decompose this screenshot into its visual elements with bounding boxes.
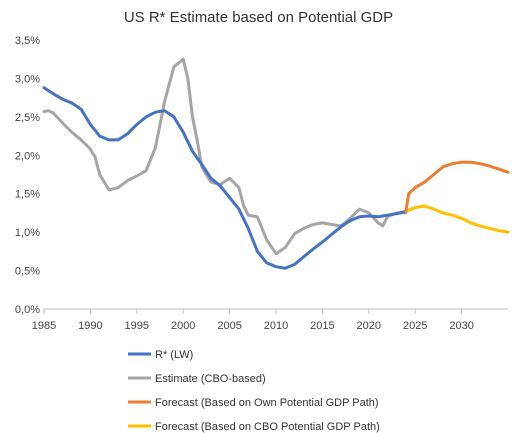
x-axis: 1985 1990 1995 2000 2005 2010 2015 2020 2025 2030 — [32, 309, 474, 332]
series-line-2 — [404, 160, 510, 213]
legend-label: Estimate (CBO-based) — [155, 373, 266, 385]
x-tick-label: 1990 — [78, 320, 102, 332]
series-line-0 — [42, 86, 408, 270]
x-tick-label: 1995 — [125, 320, 149, 332]
y-axis: 0,0% 0,5% 1,0% 1,5% 2,0% 2,5% 3,0% 3,5% — [15, 35, 40, 316]
x-tick-label: 1985 — [32, 320, 56, 332]
y-tick-label: 2,5% — [15, 112, 40, 124]
series-line-1 — [42, 57, 408, 256]
legend: R* (LW) Estimate (CBO-based) Forecast (Bas… — [128, 349, 380, 433]
x-tick-label: 2030 — [449, 320, 473, 332]
legend-label: Forecast (Based on Own Potential GDP Pat… — [155, 397, 379, 409]
y-tick-label: 3,5% — [15, 35, 40, 47]
y-tick-label: 0,5% — [15, 266, 40, 278]
series-layer — [42, 57, 510, 270]
legend-label: R* (LW) — [155, 349, 193, 361]
x-tick-label: 2020 — [357, 320, 381, 332]
y-tick-label: 0,0% — [15, 304, 40, 316]
y-tick-label: 1,0% — [15, 227, 40, 239]
x-tick-label: 2005 — [217, 320, 241, 332]
y-tick-label: 2,0% — [15, 150, 40, 162]
legend-label: Forecast (Based on CBO Potential GDP Pat… — [155, 421, 380, 433]
x-tick-label: 2025 — [403, 320, 427, 332]
x-tick-label: 2000 — [171, 320, 195, 332]
x-tick-label: 2015 — [310, 320, 334, 332]
x-tick-label: 2010 — [264, 320, 288, 332]
y-tick-label: 1,5% — [15, 189, 40, 201]
series-line-3 — [404, 204, 510, 234]
y-tick-label: 3,0% — [15, 73, 40, 85]
chart-title: US R* Estimate based on Potential GDP — [124, 9, 393, 26]
